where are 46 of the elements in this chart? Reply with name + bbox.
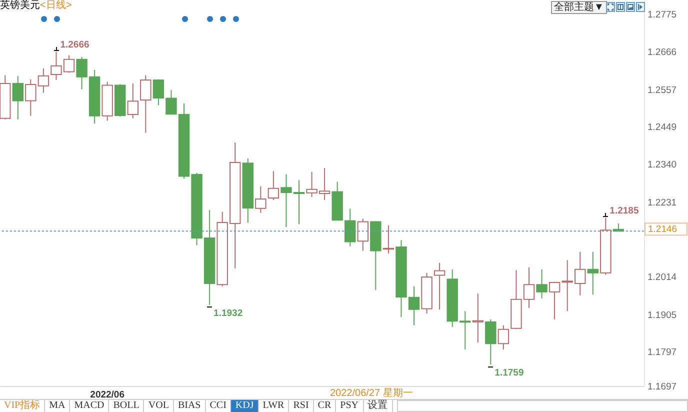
text: PSY [336, 400, 364, 412]
candlestick [268, 170, 280, 201]
annotation: 1.2666 [60, 40, 90, 51]
candlestick [12, 75, 24, 120]
text: KDJ [231, 400, 259, 412]
text: 2022/06/27 星期一 [330, 388, 413, 400]
y-tick-label: 1.2449 [648, 122, 677, 134]
x-tick-label: 2022/06 [90, 390, 125, 400]
y-tick-label: 1.2775 [648, 10, 677, 21]
y-tick-label: 1.1797 [648, 347, 677, 358]
candlestick [587, 251, 598, 296]
candlestick [536, 268, 548, 299]
y-tick-label: 1.1905 [648, 310, 677, 321]
candlestick [357, 218, 368, 252]
candlestick [485, 318, 496, 366]
annotation: 1.2185 [610, 206, 640, 217]
candlestick [344, 208, 356, 247]
text: LWR [258, 400, 290, 412]
text: RSI [289, 400, 314, 412]
y-tick-label: 1.2014 [648, 272, 677, 284]
text: CR [314, 400, 336, 412]
candlestick [127, 82, 138, 119]
chart-subtitle: <日线> [40, 0, 72, 11]
text: VIP指标 [0, 400, 46, 412]
y-tick-label: 1.2231 [648, 197, 677, 208]
y-tick-label: 1.2557 [648, 84, 677, 96]
annotation: 全部主题▼ [551, 1, 607, 14]
text: 设置 [364, 400, 392, 412]
text: VOL [144, 400, 174, 412]
ref-line-label: 1.2146 [648, 224, 678, 236]
candlestick [434, 262, 446, 310]
y-tick-label: 1.1697 [648, 382, 677, 392]
candlestick [472, 293, 484, 344]
annotation: 1.1932 [214, 308, 243, 319]
candlestick [382, 224, 394, 254]
text: BOLL [109, 400, 144, 412]
y-tick-label: 1.2340 [648, 160, 677, 171]
y-tick-label: 1.2666 [648, 47, 677, 58]
text: CCI [206, 400, 232, 412]
candlestick [498, 324, 510, 350]
candlestick [140, 74, 152, 134]
candlestick [255, 186, 266, 214]
text: BIAS [174, 400, 206, 412]
text: MA [45, 400, 70, 412]
text: MACD [70, 400, 110, 412]
annotation: 1.1759 [494, 368, 524, 379]
